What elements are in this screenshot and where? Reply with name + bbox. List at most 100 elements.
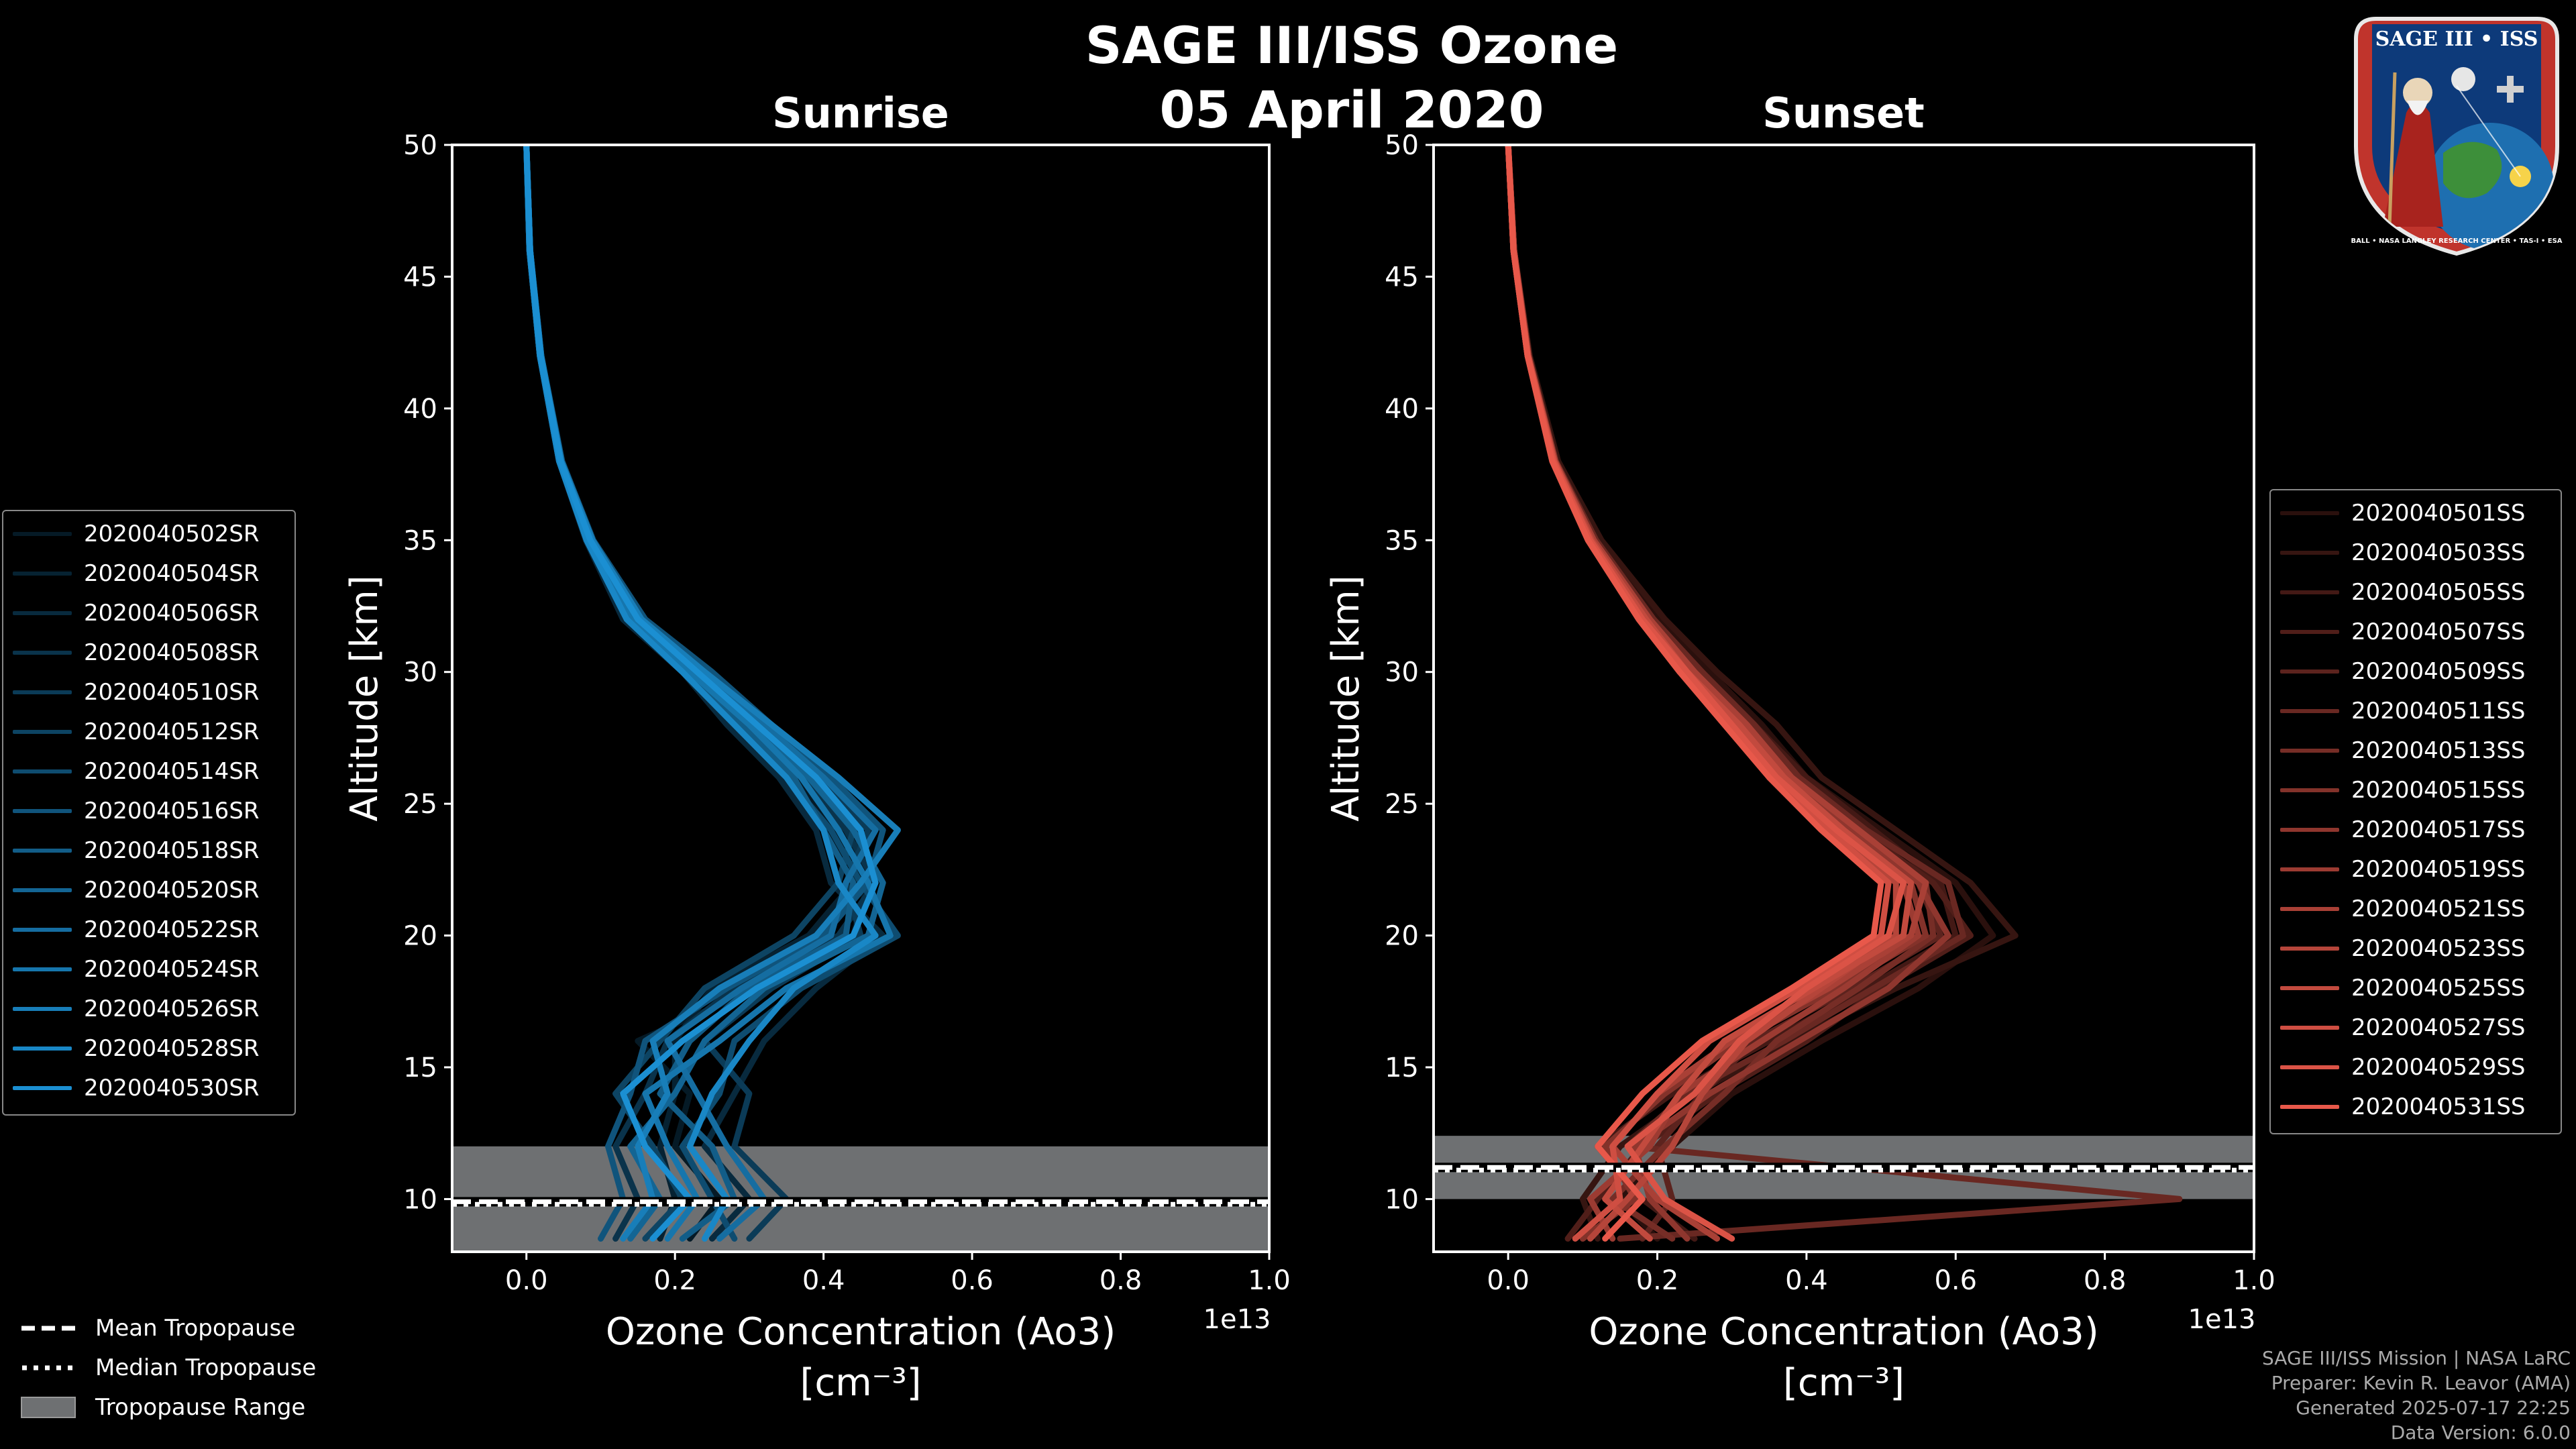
dashed-line-swatch (21, 1326, 75, 1330)
legend-swatch (13, 927, 72, 932)
legend-swatch (2280, 669, 2339, 674)
y-tick-label: 30 (403, 657, 437, 688)
legend-entry: 2020040507SS (2271, 612, 2561, 651)
x-tick-label: 0.0 (1487, 1265, 1529, 1296)
credits-preparer: Preparer: Kevin R. Leavor (AMA) (2271, 1372, 2571, 1394)
legend-entry: 2020040524SR (3, 949, 294, 989)
legend-entry: 2020040513SS (2271, 731, 2561, 770)
legend-swatch (13, 967, 72, 971)
y-tick-label: 50 (403, 130, 437, 161)
y-tick-label: 30 (1385, 657, 1419, 688)
x-tick-label: 0.2 (1636, 1265, 1679, 1296)
profile-line-2020040511SS (1505, 145, 2183, 1242)
legend-swatch (2280, 1104, 2339, 1109)
legend-label: 2020040530SR (84, 1074, 260, 1102)
legend-swatch (13, 1046, 72, 1051)
legend-label: 2020040502SR (84, 520, 260, 547)
legend-swatch (2280, 906, 2339, 911)
legend-swatch (2280, 511, 2339, 515)
x-tick-label: 0.4 (802, 1265, 845, 1296)
y-tick-label: 10 (1385, 1184, 1419, 1215)
legend-swatch (13, 729, 72, 734)
legend-entry: 2020040501SS (2271, 493, 2561, 533)
legend-entry: 2020040511SS (2271, 691, 2561, 731)
legend-entry: 2020040526SR (3, 989, 294, 1028)
legend-label: 2020040525SS (2351, 974, 2526, 1002)
legend-entry: 2020040520SR (3, 870, 294, 910)
x-axis-units: [cm⁻³] (1783, 1361, 1904, 1405)
legend-entry: 2020040506SR (3, 593, 294, 633)
logo-bottom-text: BALL • NASA LANGLEY RESEARCH CENTER • TA… (2351, 237, 2562, 245)
legend-swatch (13, 808, 72, 813)
plot-frame (1432, 144, 2255, 1253)
legend-label: 2020040528SR (84, 1034, 260, 1062)
x-tick-label: 0.0 (505, 1265, 548, 1296)
x-tick-label: 1.0 (1248, 1265, 1291, 1296)
legend-entry: 2020040515SS (2271, 770, 2561, 810)
legend-swatch (13, 1085, 72, 1090)
legend-swatch (13, 571, 72, 576)
tropopause-legend: Mean Tropopause Median Tropopause Tropop… (20, 1308, 316, 1427)
legend-entry: 2020040516SR (3, 791, 294, 830)
median-tropopause-entry: Median Tropopause (20, 1348, 316, 1387)
y-axis-label: Altitude [km] (1324, 575, 1368, 821)
x-tick-label: 1.0 (2233, 1265, 2275, 1296)
legend-label: 2020040518SR (84, 837, 260, 864)
panel-title: Sunrise (772, 89, 949, 138)
legend-swatch (13, 769, 72, 773)
legend-swatch (13, 848, 72, 853)
legend-label: 2020040501SS (2351, 499, 2526, 527)
legend-label: 2020040510SR (84, 678, 260, 706)
legend-swatch (2280, 827, 2339, 832)
legend-entry: 2020040521SS (2271, 889, 2561, 928)
profile-line-2020040524SR (523, 145, 894, 1242)
legend-swatch (2280, 708, 2339, 713)
credits-block: SAGE III/ISS Mission | NASA LaRC Prepare… (2262, 1346, 2571, 1445)
x-tick-label: 0.4 (1785, 1265, 1828, 1296)
y-tick-label: 15 (403, 1053, 437, 1083)
legend-swatch (13, 531, 72, 536)
y-tick-label: 25 (1385, 789, 1419, 820)
legend-label: 2020040511SS (2351, 697, 2526, 724)
y-tick-label: 50 (1385, 130, 1419, 161)
legend-swatch (2280, 629, 2339, 634)
y-tick-label: 20 (403, 921, 437, 952)
x-axis-label: Ozone Concentration (Ao3) (606, 1310, 1116, 1354)
legend-label: 2020040524SR (84, 955, 260, 983)
legend-entry: 2020040503SS (2271, 533, 2561, 572)
legend-swatch (2280, 788, 2339, 792)
profile-line-2020040531SS (1505, 145, 1884, 1242)
legend-swatch (13, 650, 72, 655)
y-axis-label: Altitude [km] (343, 575, 386, 821)
legend-label: 2020040520SR (84, 876, 260, 904)
tropopause-range-entry: Tropopause Range (20, 1387, 316, 1427)
panel-title: Sunset (1762, 89, 1925, 138)
legend-label: 2020040509SS (2351, 657, 2526, 685)
x-tick-label: 0.6 (1934, 1265, 1977, 1296)
mean-tropopause-label: Mean Tropopause (95, 1314, 296, 1342)
legend-label: 2020040503SS (2351, 539, 2526, 566)
sunset-legend: 2020040501SS 2020040503SS 2020040505SS 2020… (2269, 489, 2562, 1134)
x-axis-units: [cm⁻³] (800, 1361, 921, 1405)
legend-label: 2020040515SS (2351, 776, 2526, 804)
legend-label: 2020040507SS (2351, 618, 2526, 645)
credits-generated: Generated 2025-07-17 22:25 (2296, 1397, 2571, 1419)
sunset-panel: Sunset 0.0 0.2 0.4 0.6 0.8 1.0 10 15 20 25 30 35 40 45… (1324, 89, 2275, 1405)
legend-swatch (2280, 550, 2339, 555)
y-tick-label: 35 (1385, 525, 1419, 556)
mean-tropopause-entry: Mean Tropopause (20, 1308, 316, 1348)
legend-swatch (13, 690, 72, 694)
legend-label: 2020040517SS (2351, 816, 2526, 843)
y-tick-label: 10 (403, 1184, 437, 1215)
legend-entry: 2020040527SS (2271, 1008, 2561, 1047)
y-tick-label: 25 (403, 789, 437, 820)
dotted-line-swatch (22, 1365, 75, 1370)
logo-top-text: SAGE III • ISS (2375, 28, 2538, 51)
legend-entry: 2020040525SS (2271, 968, 2561, 1008)
figure-title: SAGE III/ISS Ozone (1085, 15, 1618, 75)
sage-iii-iss-logo: SAGE III • ISS BALL • NASA LANGLEY RESEA… (2351, 17, 2563, 256)
legend-entry: 2020040508SR (3, 633, 294, 672)
legend-entry: 2020040530SR (3, 1068, 294, 1108)
legend-entry: 2020040512SR (3, 712, 294, 751)
